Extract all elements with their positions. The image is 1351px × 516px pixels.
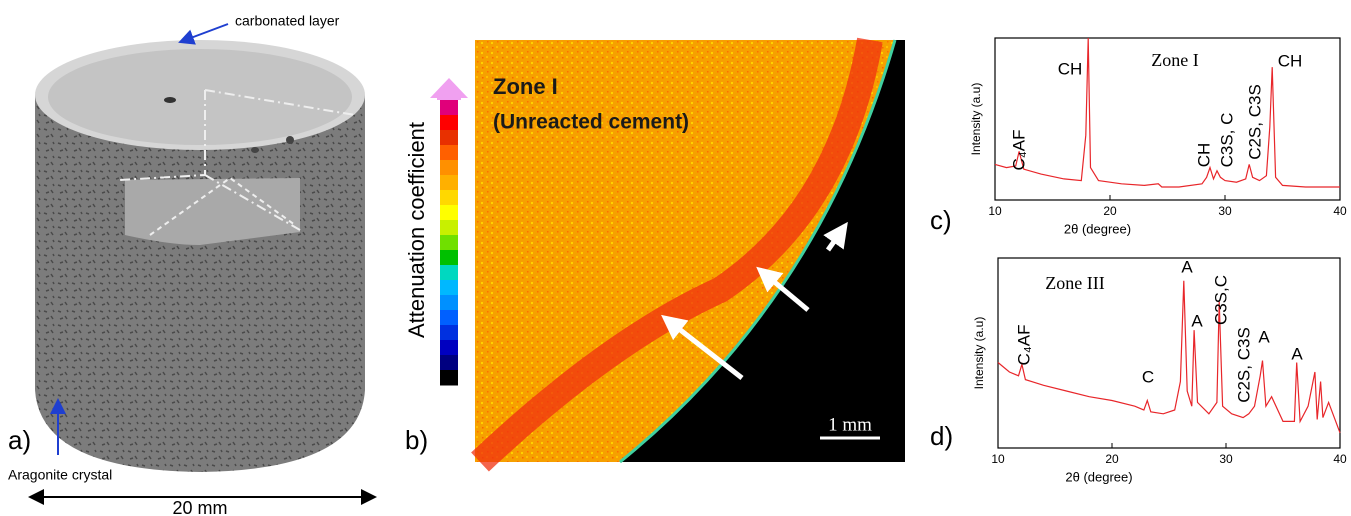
peak-annotation: C3S,C [1211, 275, 1230, 325]
x-tick-label: 10 [991, 452, 1005, 466]
panel-label: b) [405, 425, 428, 455]
panel-label: a) [8, 425, 31, 455]
colorbar-segment [440, 235, 458, 251]
peak-annotation: CH [1194, 143, 1213, 168]
colorbar-segment [440, 370, 458, 386]
colorbar-segment [440, 160, 458, 176]
colorbar-segment [440, 115, 458, 131]
zone-label: Zone II [725, 388, 781, 409]
top-note: carbonated layer [235, 13, 340, 29]
peak-annotation: C3S, C [1217, 113, 1236, 168]
xrd-charts: 10 20 30 40 2θ (degree) Intensity (a.u) c) C₄AF… [930, 38, 1347, 484]
arrow [180, 24, 228, 42]
colorbar-segment [440, 280, 458, 296]
cylinder-image [35, 40, 365, 472]
zone-label: Zone III [775, 320, 838, 341]
peak-annotation: C₄AF [1014, 325, 1033, 366]
scale-label: 20 mm [172, 498, 227, 516]
x-tick-label: 30 [1219, 452, 1233, 466]
peak-annotation: C2S, C3S [1245, 84, 1264, 160]
colorbar-segment [440, 100, 458, 116]
colorbar-title: Attenuation coefficient [404, 122, 429, 338]
y-axis-label: Intensity (a.u) [969, 83, 983, 156]
colorbar-segment [440, 340, 458, 356]
x-tick-label: 10 [988, 204, 1002, 218]
peak-annotation: A [1291, 344, 1303, 363]
y-axis-label: Intensity (a.u) [972, 317, 986, 390]
peak-annotation: C [1142, 367, 1154, 386]
attenuation-map [475, 40, 905, 462]
zone-label: Zone I [493, 74, 558, 99]
colorbar-arrow [430, 78, 468, 100]
peak-annotation: Zone III [1045, 273, 1104, 293]
peak-annotation: Zone I [1151, 50, 1198, 70]
figure: carbonated layer Aragonite crystal a) 20… [0, 0, 1351, 516]
colorbar-segment [440, 145, 458, 161]
colorbar-segment [440, 130, 458, 146]
peak-annotation: CH [1278, 51, 1303, 70]
x-tick-label: 20 [1105, 452, 1119, 466]
peak-annotation: A [1181, 257, 1193, 276]
x-axis-label: 2θ (degree) [1064, 221, 1131, 236]
x-tick-label: 30 [1218, 204, 1232, 218]
peak-annotation: C2S, C3S [1234, 327, 1253, 403]
colorbar-segment [440, 250, 458, 266]
bottom-note: Aragonite crystal [8, 467, 112, 483]
colorbar-segment [440, 295, 458, 311]
panel-label: c) [930, 205, 952, 235]
peak-annotation: CH [1058, 59, 1083, 78]
zone-label: Zone IV [805, 260, 869, 281]
colorbar-segment [440, 190, 458, 206]
peak-annotation: A [1191, 311, 1203, 330]
colorbar-segment [440, 220, 458, 236]
colorbar-segment [440, 205, 458, 221]
panel-label: d) [930, 421, 953, 451]
x-axis-label: 2θ (degree) [1065, 469, 1132, 484]
scale-label: 1 mm [828, 414, 872, 435]
peak-annotation: A [1258, 327, 1270, 346]
page: { "panel_a": {"label": "a)", "top_note":… [0, 0, 1351, 516]
x-tick-label: 20 [1103, 204, 1117, 218]
colorbar-segment [440, 310, 458, 326]
colorbar-segment [440, 325, 458, 341]
x-tick-label: 40 [1333, 452, 1347, 466]
x-tick-label: 40 [1333, 204, 1347, 218]
peak-annotation: C₄AF [1009, 130, 1028, 171]
colorbar-segment [440, 175, 458, 191]
colorbar-segment [440, 355, 458, 371]
spectrum-line [998, 281, 1340, 433]
zone-note: (Unreacted cement) [493, 111, 689, 134]
colorbar-segment [440, 265, 458, 281]
colorbar [430, 78, 468, 386]
